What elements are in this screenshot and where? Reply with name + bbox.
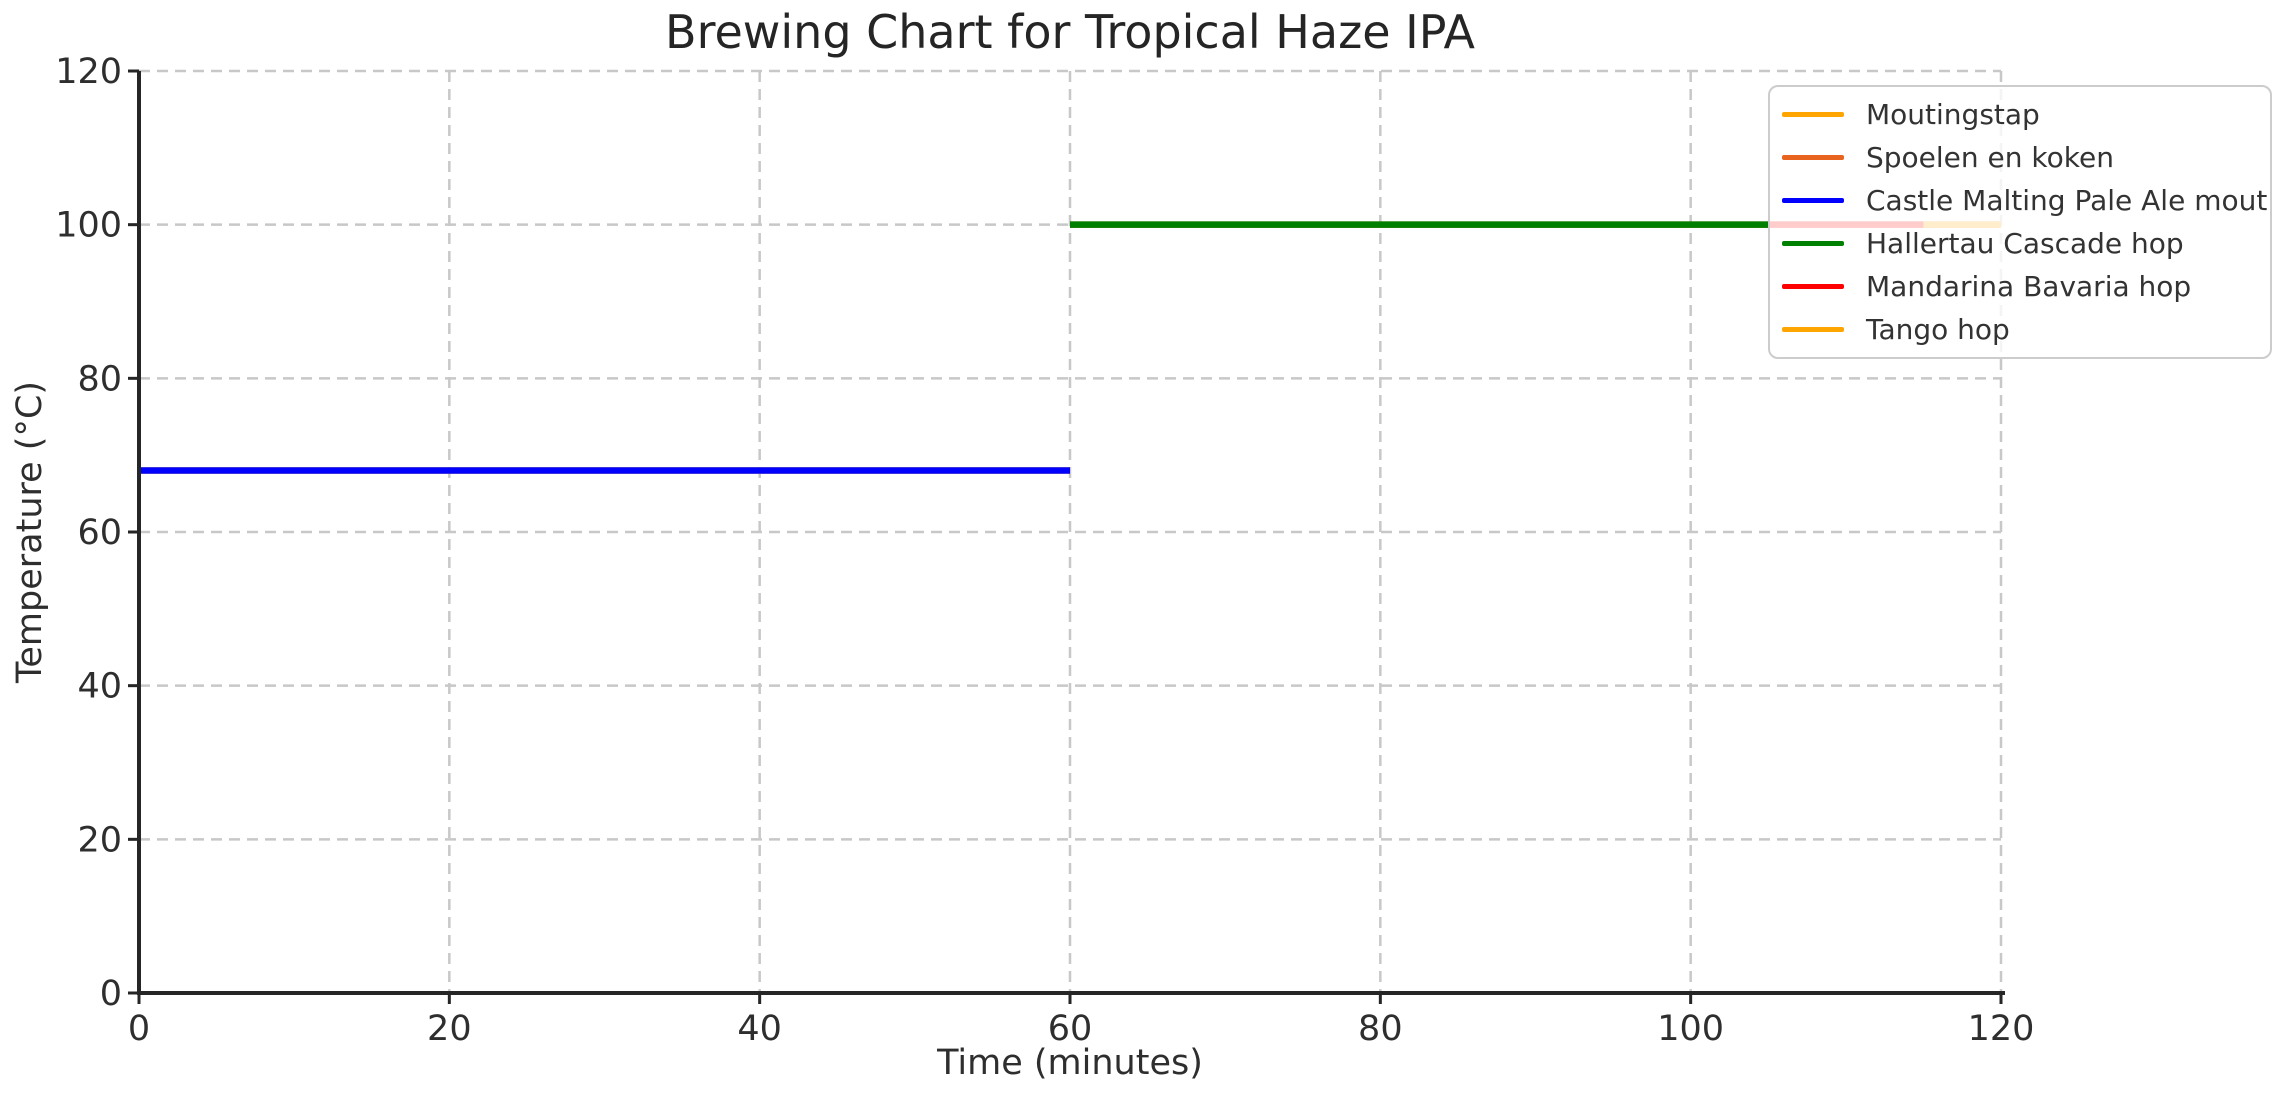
- legend-item: Tango hop: [1782, 308, 2258, 351]
- legend-item: Mandarina Bavaria hop: [1782, 265, 2258, 308]
- svg-text:20: 20: [77, 820, 122, 860]
- legend-swatch: [1782, 198, 1844, 203]
- legend-swatch: [1782, 241, 1844, 246]
- svg-text:60: 60: [77, 513, 122, 553]
- svg-text:40: 40: [77, 667, 122, 707]
- legend-swatch: [1782, 284, 1844, 289]
- svg-text:60: 60: [1048, 1009, 1093, 1049]
- legend-swatch: [1782, 327, 1844, 332]
- svg-text:100: 100: [1657, 1009, 1724, 1049]
- x-axis-label: Time (minutes): [937, 1043, 1203, 1083]
- svg-text:80: 80: [77, 359, 122, 399]
- legend-label: Hallertau Cascade hop: [1866, 227, 2184, 260]
- legend-label: Castle Malting Pale Ale mout: [1866, 184, 2268, 217]
- svg-text:0: 0: [128, 1009, 150, 1049]
- legend-label: Moutingstap: [1866, 98, 2040, 131]
- svg-text:40: 40: [737, 1009, 782, 1049]
- legend-swatch: [1782, 155, 1844, 160]
- legend-item: Hallertau Cascade hop: [1782, 222, 2258, 265]
- legend: Moutingstap Spoelen en koken Castle Malt…: [1768, 85, 2272, 359]
- legend-item: Castle Malting Pale Ale mout: [1782, 179, 2267, 222]
- svg-text:100: 100: [55, 206, 122, 246]
- chart-title: Brewing Chart for Tropical Haze IPA: [665, 5, 1475, 59]
- svg-text:80: 80: [1358, 1009, 1403, 1049]
- svg-text:0: 0: [100, 974, 122, 1014]
- legend-label: Tango hop: [1866, 313, 2010, 346]
- legend-item: Moutingstap: [1782, 93, 2258, 136]
- svg-text:120: 120: [1968, 1009, 2035, 1049]
- svg-text:20: 20: [427, 1009, 472, 1049]
- svg-text:120: 120: [55, 52, 122, 92]
- legend-label: Spoelen en koken: [1866, 141, 2114, 174]
- y-axis-label: Temperature (°C): [10, 380, 50, 684]
- legend-swatch: [1782, 112, 1844, 117]
- legend-item: Spoelen en koken: [1782, 136, 2258, 179]
- legend-label: Mandarina Bavaria hop: [1866, 270, 2192, 303]
